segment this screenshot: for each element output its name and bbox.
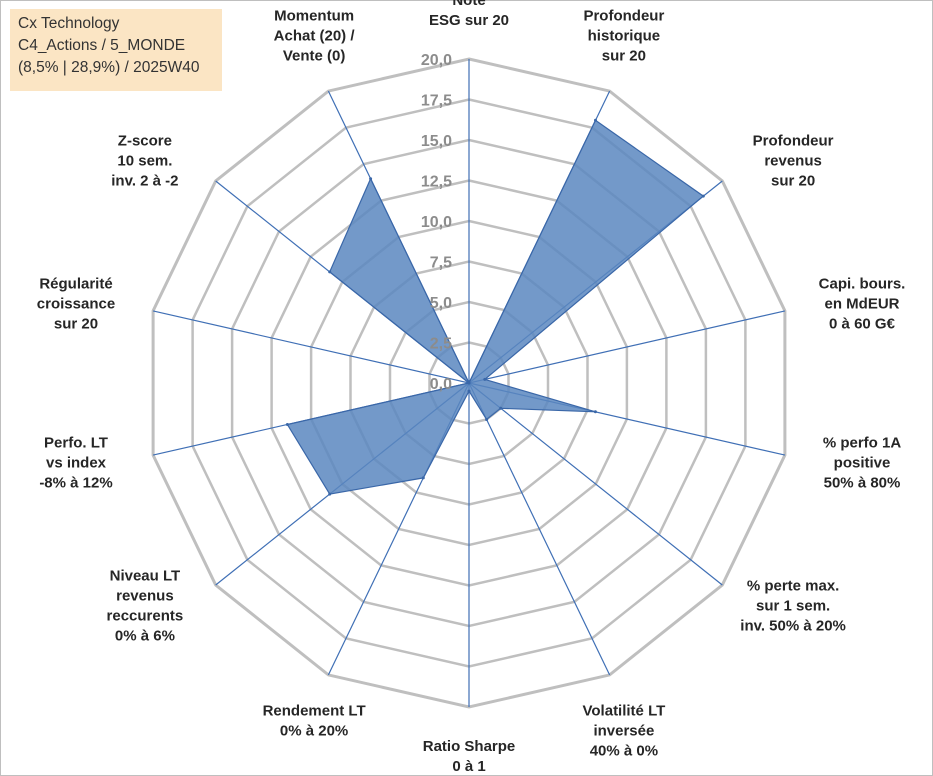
axis-label-line: inv. 2 à -2 <box>111 172 178 189</box>
data-point <box>594 118 597 122</box>
axis-label: Z-score 10 sem. inv. 2 à -2 <box>111 132 178 189</box>
stock-name: Cx Technology <box>18 15 120 32</box>
axis-label: % perte max. sur 1 sem. inv. 50% à 20% <box>740 578 846 635</box>
chart-info-box: Cx Technology C4_Actions / 5_MONDE (8,5%… <box>10 9 222 91</box>
axis-label-line: inversée <box>593 723 654 740</box>
tick-label: 2,5 <box>430 336 452 353</box>
axis-label-line: -8% à 12% <box>39 474 112 491</box>
tick-label: 12,5 <box>421 174 452 191</box>
data-point <box>369 177 373 181</box>
axis-label-line: sur 20 <box>771 172 815 189</box>
axis-label-line: 0 à 1 <box>452 758 485 775</box>
data-point <box>483 377 487 381</box>
tick-label: 5,0 <box>430 295 452 312</box>
axis-label-line: Momentum <box>274 7 354 24</box>
tick-label: 17,5 <box>421 93 452 110</box>
axis-label-line: Niveau LT <box>110 568 181 585</box>
data-point <box>285 423 289 426</box>
axis-label-line: Profondeur <box>753 132 834 149</box>
axis-label-line: 0% à 6% <box>115 628 175 645</box>
data-point <box>499 406 503 410</box>
tick-label: 15,0 <box>421 133 452 150</box>
axis-spoke <box>468 382 723 586</box>
tick-label: 0,0 <box>430 376 452 393</box>
axis-label-line: positive <box>834 454 891 471</box>
axis-label-line: sur 20 <box>602 47 646 64</box>
axis-label-line: Perfo. LT <box>44 434 108 451</box>
axis-label-line: Rendement LT <box>263 703 366 720</box>
axis-label-line: Profondeur <box>583 7 664 24</box>
data-point <box>701 194 705 198</box>
axis-label: % perfo 1A positive 50% à 80% <box>823 434 902 491</box>
axis-label: Perfo. LT vs index -8% à 12% <box>39 434 112 491</box>
axis-spoke <box>152 310 470 384</box>
data-point <box>328 492 332 496</box>
tick-label: 20,0 <box>421 52 452 69</box>
data-point <box>485 418 489 421</box>
axis-label-line: sur 1 sem. <box>756 598 830 615</box>
axis-label: Capi. bours. en MdEUR 0 à 60 G€ <box>819 276 906 333</box>
axis-label-line: 40% à 0% <box>590 743 658 760</box>
axis-label-line: inv. 50% à 20% <box>740 618 846 635</box>
axis-labels: Note ESG sur 20 Profondeur historique sur 20… <box>37 0 906 775</box>
portfolio-category: C4_Actions / 5_MONDE <box>18 37 186 54</box>
axis-label-line: Z-score <box>118 132 172 149</box>
tick-label: 7,5 <box>430 255 452 272</box>
axis-label-line: historique <box>588 27 661 44</box>
axis-label-line: 50% à 80% <box>824 474 901 491</box>
data-point <box>421 476 425 480</box>
axis-label-line: Régularité <box>39 276 112 293</box>
axis-spoke <box>468 382 611 676</box>
axis-label-line: sur 20 <box>54 316 98 333</box>
stats-and-week: (8,5% | 28,9%) / 2025W40 <box>18 59 200 76</box>
data-point <box>328 270 332 274</box>
axis-label-line: ESG sur 20 <box>429 12 509 29</box>
axis-label-line: Ratio Sharpe <box>423 738 516 755</box>
axis-label-line: Vente (0) <box>283 47 346 64</box>
axis-label-line: Note <box>452 0 485 9</box>
axis-label: Note ESG sur 20 <box>429 0 509 29</box>
axis-label-line: % perte max. <box>747 578 840 595</box>
axis-label-line: revenus <box>116 588 174 605</box>
axis-label-line: en MdEUR <box>825 296 900 313</box>
axis-label: Rendement LT 0% à 20% <box>263 703 366 740</box>
axis-label-line: % perfo 1A <box>823 434 902 451</box>
axis-label: Profondeur revenus sur 20 <box>753 132 834 189</box>
axis-label: Volatilité LT inversée 40% à 0% <box>583 703 666 760</box>
series-area <box>285 118 705 496</box>
axis-label: Profondeur historique sur 20 <box>583 7 664 64</box>
axis-label-line: 0 à 60 G€ <box>829 316 896 333</box>
data-point <box>593 410 597 414</box>
axis-label-line: 0% à 20% <box>280 723 348 740</box>
tick-labels: 0,0 2,5 5,0 7,5 10,0 12,5 15,0 17,5 20,0 <box>421 52 452 393</box>
axis-label-line: reccurents <box>107 608 184 625</box>
axis-label-line: revenus <box>764 152 822 169</box>
axis-label-line: 10 sem. <box>117 152 172 169</box>
axis-label: Régularité croissance sur 20 <box>37 276 115 333</box>
axis-label-line: vs index <box>46 454 107 471</box>
axis-label: Niveau LT revenus reccurents 0% à 6% <box>107 568 184 645</box>
data-point <box>467 389 471 393</box>
axis-spoke <box>468 310 786 384</box>
axis-label-line: Volatilité LT <box>583 703 666 720</box>
axis-label: Momentum Achat (20) / Vente (0) <box>274 7 356 64</box>
axis-label-line: croissance <box>37 296 115 313</box>
axis-label-line: Capi. bours. <box>819 276 906 293</box>
tick-label: 10,0 <box>421 214 452 231</box>
data-point <box>467 381 471 385</box>
axis-label: Ratio Sharpe 0 à 1 <box>423 738 516 775</box>
axis-label-line: Achat (20) / <box>274 27 356 44</box>
